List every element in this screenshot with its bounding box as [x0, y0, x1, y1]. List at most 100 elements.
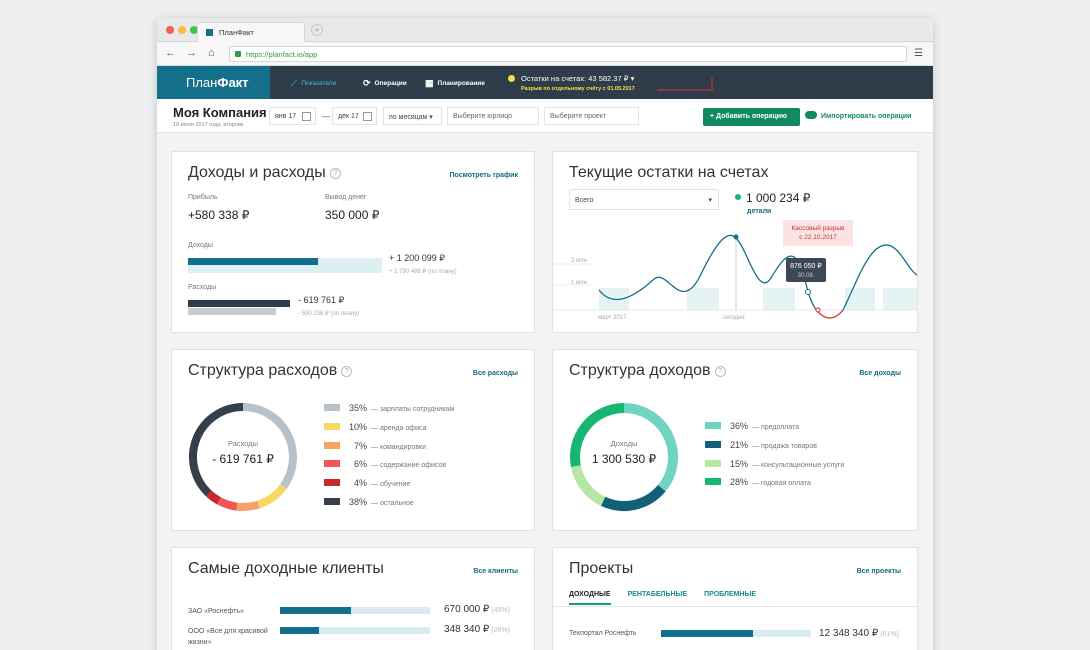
menu-icon[interactable]: ☰ [914, 48, 923, 59]
period-select-value: по месяцам [389, 114, 428, 121]
donut-segment[interactable] [570, 403, 625, 468]
legend-percent: 15% [729, 458, 748, 469]
chevron-down-icon: ▾ [429, 114, 433, 121]
legend-item[interactable]: 10% — аренда офиса [324, 422, 426, 434]
project-select[interactable]: Выберите проект [544, 107, 639, 125]
app-logo[interactable]: ПланФакт [157, 66, 270, 99]
tab-profitable[interactable]: РЕНТАБЕЛЬНЫЕ [627, 591, 688, 598]
donut-segment[interactable] [623, 403, 678, 492]
chart-point[interactable] [815, 307, 821, 313]
import-operations-button[interactable]: Импортировать операции [805, 111, 911, 120]
card-title: Структура расходов? [188, 362, 353, 380]
back-arrow-icon[interactable]: ← [165, 47, 176, 59]
donut-segment[interactable] [570, 465, 606, 506]
date-from-picker[interactable]: янв 17 [269, 107, 316, 125]
legend-item[interactable]: 6% — содержание офисов [324, 459, 446, 471]
minimize-window-button[interactable] [178, 26, 186, 34]
legend-item[interactable]: 28% — годовая оплата [705, 477, 811, 489]
donut-segment[interactable] [216, 497, 238, 511]
balance-total: 1 000 234 ₽ [735, 191, 810, 205]
donut-segment[interactable] [236, 500, 260, 511]
all-expenses-link[interactable]: Все расходы [472, 370, 518, 377]
project-bar-fill [661, 630, 753, 637]
add-operation-button[interactable]: + Добавить операцию [703, 108, 800, 126]
nav-planning[interactable]: ▦ Планирование [425, 78, 485, 89]
view-chart-link[interactable]: Посмотреть график [449, 172, 519, 179]
legend-item[interactable]: 4% — обучение [324, 478, 410, 490]
details-link[interactable]: детали [747, 208, 772, 215]
help-icon[interactable]: ? [714, 366, 726, 377]
new-tab-button[interactable]: + [311, 24, 323, 36]
date-range-separator: — [322, 112, 330, 121]
income-donut-label: Доходы [610, 439, 638, 448]
client-bar [280, 627, 430, 634]
legend-percent: 38% [348, 497, 367, 507]
browser-tab-title: ПланФакт [219, 28, 254, 37]
client-percent: (45%) [491, 607, 510, 614]
legend-item[interactable]: 7% — командировки [324, 441, 426, 453]
legend-item[interactable]: 38% — остальное [324, 497, 414, 509]
add-operation-label: + Добавить операцию [710, 113, 788, 120]
legend-swatch [324, 441, 340, 449]
legend-item[interactable]: 15% — консультационные услуги [705, 459, 844, 471]
browser-tab[interactable]: ПланФакт [197, 22, 305, 42]
account-select[interactable]: Всего ▾ [569, 189, 719, 210]
donut-segment[interactable] [242, 403, 297, 489]
address-bar[interactable]: https://planfact.io/app [229, 46, 907, 62]
help-icon[interactable]: ? [341, 366, 353, 377]
all-projects-link[interactable]: Все проекты [856, 568, 901, 575]
account-balance-dropdown[interactable]: Остатки на счетах: 43 582.37 ₽ ▾ Разрыв … [508, 74, 635, 92]
income-plan-value: + 1 790 488 ₽ (по плану) [389, 269, 457, 275]
tab-problematic[interactable]: ПРОБЛЕМНЫЕ [704, 591, 756, 598]
expense-donut-chart[interactable] [186, 400, 300, 514]
donut-segment[interactable] [257, 483, 287, 509]
client-name[interactable]: ООО «Все для красивой жизни» [188, 628, 268, 646]
projects-card: Проекты Все проекты ДОХОДНЫЕ РЕНТАБЕЛЬНЫЕ… [552, 547, 919, 650]
chart-point[interactable] [805, 289, 811, 295]
chart-band [687, 288, 719, 310]
legend-item[interactable]: 21% — продажа товаров [705, 440, 817, 452]
donut-segment[interactable] [189, 403, 244, 497]
tab-profitable-income[interactable]: ДОХОДНЫЕ [569, 591, 611, 605]
profit-label: Прибыль [188, 194, 218, 201]
balance-line-chart[interactable]: 2 млн 1 млн март 2017 сегодня 876 050 ₽ 30.09… [553, 220, 918, 333]
donut-segment[interactable] [206, 490, 221, 505]
maximize-window-button[interactable] [190, 26, 198, 34]
legend-label: — зарплаты сотрудникам [371, 406, 455, 413]
all-clients-link[interactable]: Все клиенты [473, 568, 518, 575]
company-name[interactable]: Моя Компания [173, 105, 267, 120]
forward-arrow-icon[interactable]: → [186, 47, 197, 59]
period-select[interactable]: по месяцам ▾ [383, 107, 442, 125]
project-name[interactable]: Техпортал Роснефть [569, 630, 637, 637]
entity-select[interactable]: Выберите юрлицо [447, 107, 539, 125]
donut-segment[interactable] [601, 484, 666, 511]
nav-operations[interactable]: ⟳ Операции [363, 78, 407, 89]
home-icon[interactable]: ⌂ [208, 47, 215, 59]
status-dot-icon [508, 75, 515, 82]
expense-donut-value: - 619 761 ₽ [212, 452, 274, 466]
date-to-picker[interactable]: дек 17 [332, 107, 377, 125]
close-window-button[interactable] [166, 26, 174, 34]
legend-percent: 6% [353, 459, 367, 470]
x-tick-label: сегодня [723, 315, 745, 321]
income-donut-chart[interactable] [567, 400, 681, 514]
clients-title: Самые доходные клиенты [188, 560, 384, 577]
chart-point[interactable] [733, 234, 739, 240]
legend-item[interactable]: 36% — предоплата [705, 421, 799, 433]
expense-structure-card: Структура расходов? Все расходы Расходы … [171, 349, 535, 531]
legend-label: — годовая оплата [752, 480, 811, 488]
client-name[interactable]: ЗАО «Роснефть» [188, 608, 244, 615]
all-income-link[interactable]: Все доходы [859, 370, 901, 377]
nav-indicators[interactable]: ⟋ Показатели [291, 78, 336, 89]
legend-item[interactable]: 35% — зарплаты сотрудникам [324, 403, 454, 415]
profit-value: +580 338 ₽ [188, 208, 250, 222]
clients-card: Самые доходные клиенты Все клиенты ЗАО «… [171, 547, 535, 650]
balances-card: Текущие остатки на счетах Всего ▾ 1 000 2… [552, 151, 918, 333]
legend-percent: 35% [348, 403, 367, 413]
chart-tooltip [786, 258, 826, 282]
y-tick-label: 2 млн [571, 258, 587, 264]
calendar-icon: ▦ [425, 78, 434, 88]
date-to-value: дек 17 [338, 113, 359, 120]
tooltip-value: 876 050 ₽ [790, 262, 822, 270]
help-icon[interactable]: ? [329, 168, 341, 179]
